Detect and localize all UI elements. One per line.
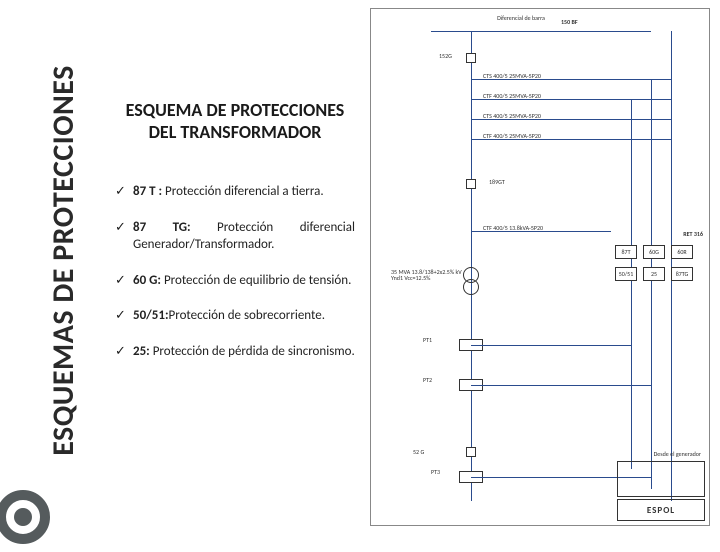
list-item: 25: Protección de pérdida de sincronismo… (115, 343, 355, 361)
relay-box: 60R (671, 245, 693, 259)
list-item: 50/51:Protección de sobrecorriente. (115, 307, 355, 325)
ct-hline (471, 231, 611, 232)
protection-list: 87 T : Protección diferencial a tierra. … (115, 183, 355, 360)
relay-box: 50/51 (615, 267, 637, 281)
relay-box: 25 (643, 267, 665, 281)
diagram-top-label: Diferencial de barra (491, 15, 551, 21)
relay-box: 87TG (671, 267, 693, 281)
gen-label: Desde el generador (651, 451, 701, 457)
ct-hline (471, 139, 671, 140)
espol-logo: ESPOL (617, 499, 705, 521)
vertical-title-container: ESQUEMAS DE PROTECCIONES (38, 0, 88, 520)
return-vline (671, 31, 672, 501)
return-vline (651, 79, 652, 489)
pt-label: PT3 (431, 469, 440, 475)
item-code: 87 TG: (133, 220, 191, 235)
pt-label: PT2 (423, 377, 432, 383)
ct-hline (471, 119, 671, 120)
list-item: 60 G: Protección de equilibrio de tensió… (115, 272, 355, 290)
ct-hline (471, 99, 671, 100)
pt-label: PT1 (423, 337, 432, 343)
bus-line (431, 31, 651, 32)
breaker-box (466, 447, 476, 457)
relay-box: 60G (643, 245, 665, 259)
breaker-label: 52 G (413, 449, 424, 455)
item-code: 25: (133, 344, 150, 359)
relay-box: 87T (615, 245, 637, 259)
section-title: ESQUEMA DE PROTECCIONES DEL TRANSFORMADO… (115, 100, 355, 143)
return-vline (631, 99, 632, 469)
sig-hline (471, 385, 651, 386)
titleblock (617, 461, 705, 497)
item-desc: Protección de pérdida de sincronismo. (150, 344, 355, 359)
breaker-label: 189GT (489, 179, 505, 185)
item-desc: Protección de sobrecorriente. (169, 308, 325, 323)
diagram-top-code: 150 BF (561, 19, 578, 25)
ct-hline (471, 79, 671, 80)
item-desc: Protección de equilibrio de tensión. (161, 273, 351, 288)
item-code: 87 T : (133, 184, 162, 199)
text-column: ESQUEMA DE PROTECCIONES DEL TRANSFORMADO… (115, 100, 355, 378)
breaker-label: 152G (439, 53, 452, 59)
list-item: 87 TG: Protección diferencial Generador/… (115, 219, 355, 254)
ring-icon (0, 482, 58, 552)
main-vline (471, 31, 472, 501)
item-desc: Protección diferencial a tierra. (162, 184, 324, 199)
vertical-title: ESQUEMAS DE PROTECCIONES (45, 65, 82, 456)
xfmr-coil-icon (463, 279, 479, 295)
list-item: 87 T : Protección diferencial a tierra. (115, 183, 355, 201)
xfmr-rating: 35 MVA 13.8/138+2x2.5% kV Ynd1 Vcc=12.5% (391, 269, 463, 282)
sidebar: ESQUEMAS DE PROTECCIONES (0, 0, 95, 540)
breaker-box (466, 53, 476, 63)
breaker-box (466, 179, 476, 189)
item-code: 60 G: (133, 273, 161, 288)
ret-label: RET 316 (683, 231, 703, 237)
single-line-diagram: Diferencial de barra 150 BF 152G CTS 400… (370, 8, 710, 526)
item-code: 50/51: (133, 308, 169, 323)
sig-hline (471, 345, 631, 346)
